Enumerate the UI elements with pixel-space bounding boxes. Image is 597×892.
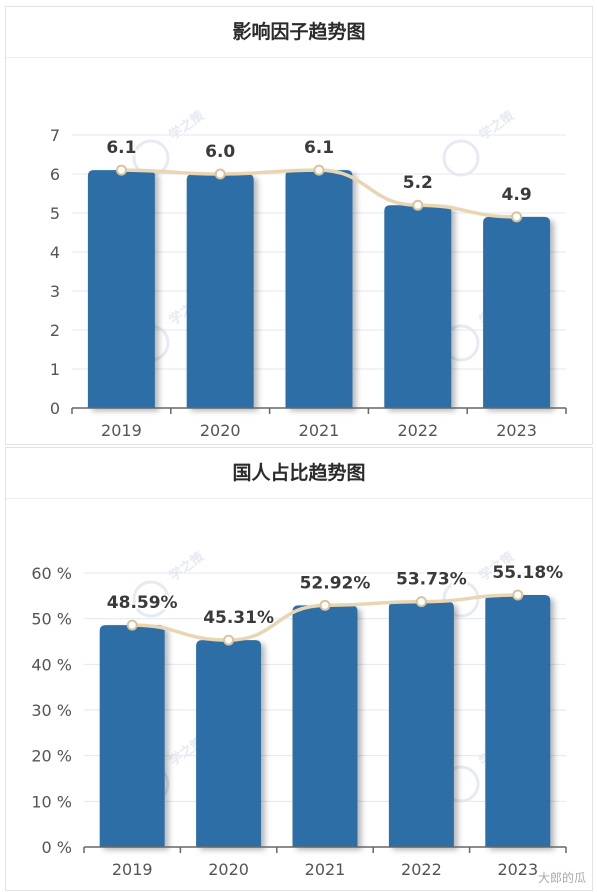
y-tick-label: 3 — [50, 282, 60, 301]
svg-text:学之策: 学之策 — [166, 548, 208, 584]
data-label: 53.73% — [396, 570, 467, 590]
x-tick-label: 2020 — [200, 421, 241, 440]
data-label: 52.92% — [300, 573, 371, 593]
y-tick-label: 50 % — [31, 610, 72, 629]
chinese-ratio-title: 国人占比趋势图 — [6, 448, 592, 499]
x-tick-label: 2020 — [208, 860, 249, 879]
svg-text:学之策: 学之策 — [476, 107, 518, 143]
chinese-ratio-panel: 国人占比趋势图 学之策学之策学之策学之策0 %10 %20 %30 %40 %5… — [5, 447, 593, 891]
data-label: 45.31% — [203, 608, 274, 628]
watermark-logo: 学之策 — [132, 107, 208, 177]
data-label: 4.9 — [502, 185, 532, 205]
watermark-logo: 学之策 — [442, 107, 518, 177]
bar — [483, 216, 551, 408]
chinese-ratio-chart: 学之策学之策学之策学之策0 %10 %20 %30 %40 %50 %60 %2… — [31, 548, 567, 879]
svg-text:学之策: 学之策 — [166, 107, 208, 143]
data-label: 5.2 — [403, 173, 433, 193]
trend-point — [115, 164, 127, 176]
trend-point — [415, 596, 427, 608]
trend-point — [511, 211, 523, 223]
trend-point — [412, 199, 424, 211]
x-tick-label: 2022 — [401, 860, 442, 879]
y-tick-label: 40 % — [31, 655, 72, 674]
x-tick-label: 2019 — [101, 421, 142, 440]
trend-point — [313, 164, 325, 176]
y-tick-label: 30 % — [31, 701, 72, 720]
data-label: 6.1 — [304, 138, 334, 158]
x-tick-label: 2023 — [497, 860, 538, 879]
data-label: 6.0 — [205, 142, 235, 162]
bar — [485, 595, 551, 847]
impact-factor-chart: 学之策学之策学之策学之策0123456720192020202120222023… — [50, 107, 567, 440]
y-tick-label: 60 % — [31, 564, 72, 583]
watermark-text: 大郎的瓜 — [537, 871, 586, 885]
y-tick-label: 7 — [50, 126, 60, 145]
x-tick-label: 2019 — [112, 860, 153, 879]
trend-point — [214, 168, 226, 180]
trend-point — [126, 619, 138, 631]
y-tick-label: 6 — [50, 165, 60, 184]
y-tick-label: 5 — [50, 204, 60, 223]
bar — [292, 605, 358, 847]
x-tick-label: 2021 — [305, 860, 346, 879]
y-tick-label: 20 % — [31, 747, 72, 766]
bar — [196, 640, 262, 847]
data-label: 55.18% — [492, 563, 563, 583]
bar — [384, 205, 452, 408]
y-tick-label: 4 — [50, 243, 60, 262]
bar — [186, 174, 254, 408]
y-tick-label: 1 — [50, 360, 60, 379]
bar — [87, 170, 155, 408]
x-tick-label: 2021 — [299, 421, 340, 440]
bar — [99, 625, 165, 847]
y-tick-label: 0 — [50, 399, 60, 418]
impact-factor-panel: 影响因子趋势图 学之策学之策学之策学之策01234567201920202021… — [5, 6, 593, 445]
y-tick-label: 2 — [50, 321, 60, 340]
y-tick-label: 10 % — [31, 792, 72, 811]
trend-point — [319, 599, 331, 611]
bar — [388, 601, 454, 847]
trend-point — [512, 589, 524, 601]
bar — [285, 170, 353, 408]
data-label: 48.59% — [107, 593, 178, 613]
x-tick-label: 2023 — [496, 421, 537, 440]
trend-point — [223, 634, 235, 646]
data-label: 6.1 — [106, 138, 136, 158]
impact-factor-title: 影响因子趋势图 — [6, 7, 592, 58]
x-tick-label: 2022 — [397, 421, 438, 440]
y-tick-label: 0 % — [42, 838, 72, 857]
